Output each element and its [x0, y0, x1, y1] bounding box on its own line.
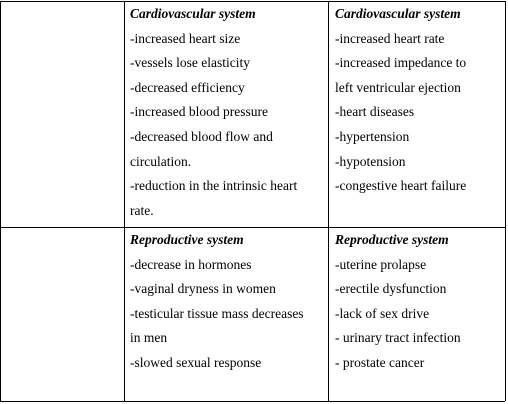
- table-border: [328, 1, 329, 401]
- table-border: [0, 1, 1, 401]
- cell-heading: Cardiovascular system: [130, 6, 256, 21]
- table-border: [124, 1, 125, 401]
- cell-line: - urinary tract infection: [335, 330, 461, 346]
- cell-line: left ventricular ejection: [335, 79, 461, 95]
- cell-line: -increased impedance to: [335, 55, 467, 71]
- table-cell: Reproductive system -uterine prolapse -ere…: [335, 228, 461, 376]
- cell-line: -increased blood pressure: [130, 104, 268, 120]
- cell-line: in men: [130, 330, 168, 346]
- table-row: Reproductive system -decrease in hormones…: [0, 227, 505, 402]
- cell-line: -decreased blood flow and: [130, 128, 273, 144]
- cell-line: -erectile dysfunction: [335, 281, 447, 297]
- cell-line: - prostate cancer: [335, 354, 425, 370]
- table-border: [0, 401, 505, 402]
- cell-line: -increased heart size: [130, 30, 241, 46]
- cell-line: -lack of sex drive: [335, 305, 430, 321]
- cell-line: rate.: [130, 202, 154, 218]
- cell-line: -heart diseases: [335, 104, 415, 120]
- cell-line: -uterine prolapse: [335, 256, 427, 272]
- table-cell: Cardiovascular system -increased heart ra…: [335, 2, 466, 199]
- cell-line: -congestive heart failure: [335, 178, 467, 194]
- cell-heading: Reproductive system: [335, 232, 449, 247]
- cell-line: -increased heart rate: [335, 30, 445, 46]
- cell-line: circulation.: [130, 153, 192, 169]
- cell-heading: Reproductive system: [130, 232, 244, 247]
- cell-line: -vaginal dryness in women: [130, 281, 276, 297]
- cell-line: -decreased efficiency: [130, 79, 245, 95]
- table-row: Cardiovascular system -increased heart si…: [0, 1, 505, 228]
- cell-heading: Cardiovascular system: [335, 6, 461, 21]
- cell-line: -testicular tissue mass decreases: [130, 305, 304, 321]
- table-cell: Reproductive system -decrease in hormones…: [130, 228, 304, 376]
- cell-line: -decrease in hormones: [130, 256, 252, 272]
- cell-line: -slowed sexual response: [130, 354, 262, 370]
- cell-line: -reduction in the intrinsic heart: [130, 178, 298, 194]
- table-cell: Cardiovascular system -increased heart si…: [130, 2, 297, 223]
- cell-line: -vessels lose elasticity: [130, 55, 250, 71]
- cell-line: -hypotension: [335, 153, 406, 169]
- cell-line: -hypertension: [335, 128, 410, 144]
- table-border: [505, 1, 506, 401]
